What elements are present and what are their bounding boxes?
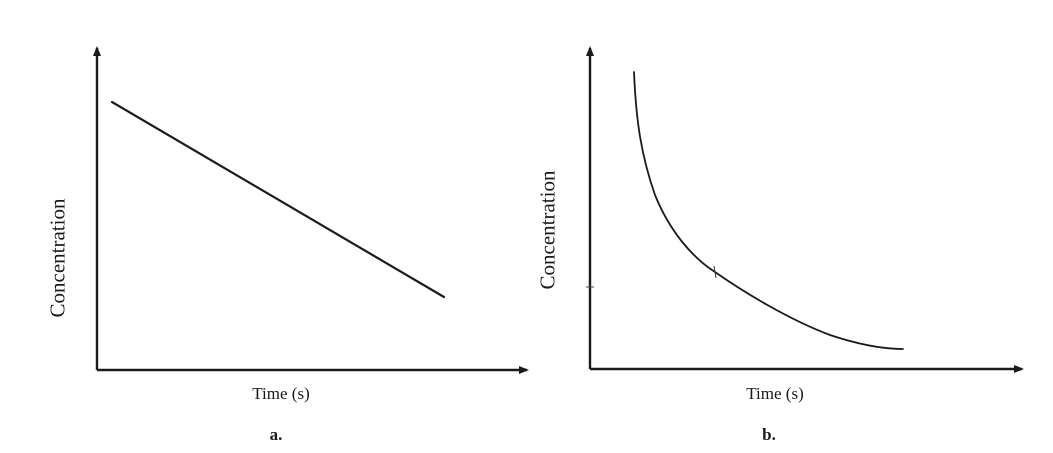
chart-a-data-line [110, 100, 446, 299]
chart-b [586, 46, 1024, 373]
chart-a-x-axis-label: Time (s) [252, 384, 310, 403]
chart-b-y-axis-label: Concentration [535, 170, 560, 290]
chart-a [93, 46, 529, 374]
chart-a-y-axis-label: Concentration [45, 198, 70, 318]
chart-b-x-axis-label: Time (s) [746, 384, 804, 403]
chart-b-panel-label: b. [762, 425, 776, 444]
chart-b-curve-tick [713, 265, 717, 279]
chart-b-data-curve [633, 71, 904, 350]
chart-a-panel-label: a. [269, 425, 283, 444]
